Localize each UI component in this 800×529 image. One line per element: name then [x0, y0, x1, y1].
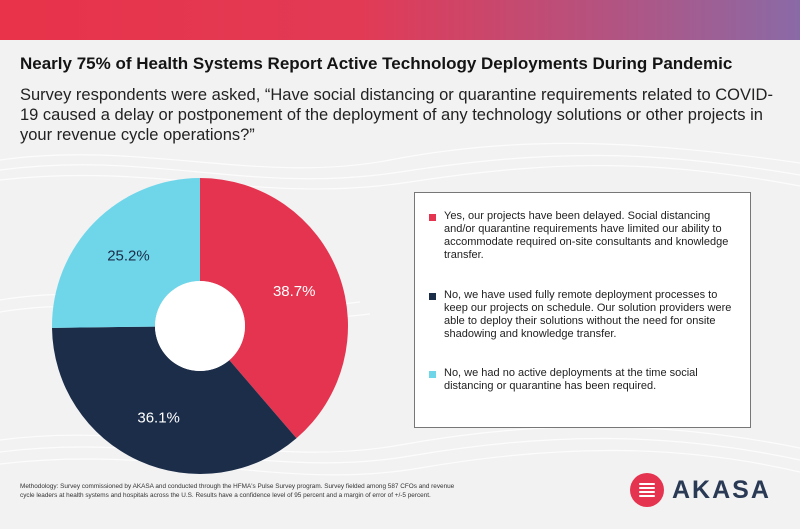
akasa-logo-icon: [630, 473, 664, 507]
methodology-note: Methodology: Survey commissioned by AKAS…: [20, 483, 455, 499]
donut-slice: [52, 326, 297, 474]
page-title: Nearly 75% of Health Systems Report Acti…: [20, 54, 733, 73]
slice-data-label: 25.2%: [107, 247, 150, 264]
legend-swatch: [429, 214, 436, 221]
brand-name: AKASA: [672, 475, 771, 504]
legend-item: No, we have used fully remote deployment…: [429, 289, 739, 341]
slice-data-label: 36.1%: [137, 410, 180, 427]
legend-swatch: [429, 293, 436, 300]
donut-chart: 38.7% 36.1% 25.2%: [52, 178, 348, 474]
donut-slice: [52, 178, 200, 328]
legend-item: No, we had no active deployments at the …: [429, 367, 739, 393]
survey-question: Survey respondents were asked, “Have soc…: [20, 86, 773, 144]
legend-label: No, we had no active deployments at the …: [444, 367, 698, 392]
akasa-logo: AKASA: [630, 470, 790, 510]
legend-swatch: [429, 371, 436, 378]
legend-item: Yes, our projects have been delayed. Soc…: [429, 210, 739, 262]
donut-hole: [155, 281, 245, 371]
legend-label: Yes, our projects have been delayed. Soc…: [444, 210, 729, 261]
legend-label: No, we have used fully remote deployment…: [444, 289, 732, 340]
donut-slice: [200, 178, 348, 439]
top-gradient-bar: [0, 0, 800, 40]
slice-data-label: 38.7%: [273, 283, 316, 300]
chart-legend: Yes, our projects have been delayed. Soc…: [414, 192, 751, 428]
